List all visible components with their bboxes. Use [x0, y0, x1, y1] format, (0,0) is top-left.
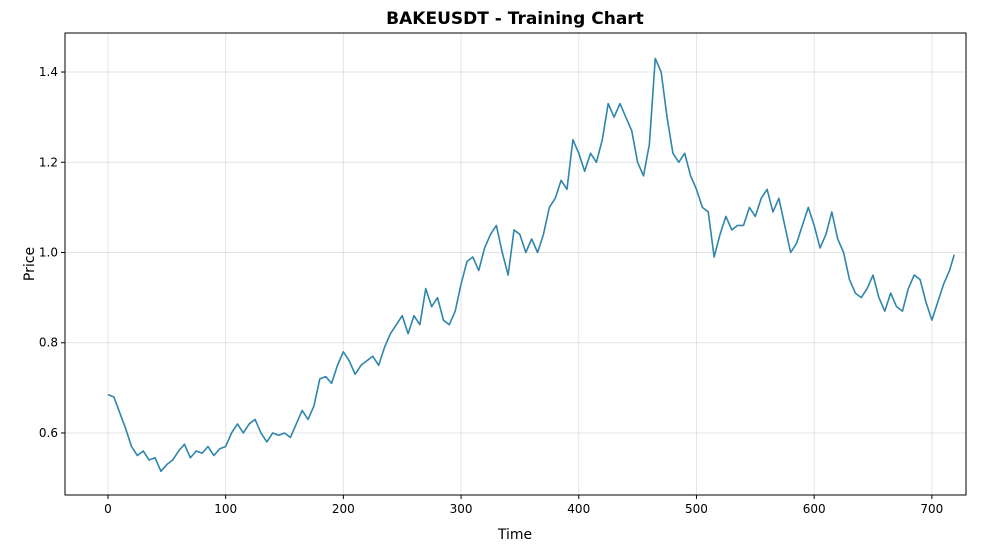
x-tick-label: 400 — [567, 502, 590, 516]
x-tick-label: 700 — [920, 502, 943, 516]
y-tick-label: 1.2 — [39, 155, 58, 169]
x-tick-label: 500 — [685, 502, 708, 516]
plot-frame — [64, 32, 967, 496]
x-tick-label: 200 — [332, 502, 355, 516]
x-tick-label: 300 — [450, 502, 473, 516]
x-tick-label: 0 — [104, 502, 112, 516]
y-tick-label: 1.0 — [39, 245, 58, 259]
x-tick-label: 600 — [803, 502, 826, 516]
y-tick-label: 1.4 — [39, 65, 58, 79]
x-tick-label: 100 — [214, 502, 237, 516]
price-line — [107, 57, 955, 473]
chart-title: BAKEUSDT - Training Chart — [386, 9, 644, 29]
y-tick-label: 0.8 — [39, 336, 58, 350]
x-axis-label: Time — [497, 527, 532, 543]
y-axis-label: Price — [22, 247, 38, 281]
y-tick-label: 0.6 — [39, 426, 58, 440]
